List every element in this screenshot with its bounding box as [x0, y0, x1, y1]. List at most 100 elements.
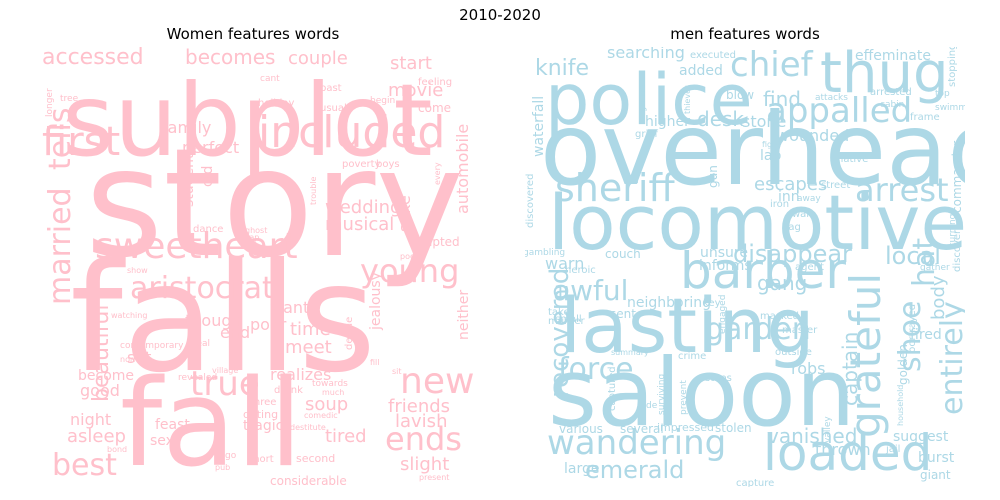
- men-word-cabin: cabin: [880, 100, 904, 110]
- women-word-friends: friends: [388, 396, 450, 417]
- women-word-night: night: [70, 410, 111, 429]
- women-word-normal: normal: [120, 355, 148, 364]
- women-word-become: become: [78, 368, 134, 384]
- men-word-appalled: appalled: [766, 91, 912, 131]
- men-word-masked: masked: [760, 311, 799, 322]
- men-word-small: small: [555, 314, 582, 325]
- men-word-chief: chief: [730, 47, 814, 85]
- men-word-large: large: [564, 461, 599, 477]
- women-word-real: real: [193, 339, 210, 349]
- men-word-turning: turning: [948, 214, 958, 246]
- women-word-first: first: [42, 119, 120, 165]
- women-word-family: family: [162, 118, 211, 137]
- men-word-executed: executed: [690, 50, 736, 61]
- women-word-holiday: holiday: [258, 98, 294, 109]
- women-word-trouble: trouble: [309, 176, 318, 205]
- men-cloud-title: men features words: [670, 25, 820, 43]
- women-word-asleep: asleep: [67, 426, 126, 447]
- women-word-every: every: [433, 162, 442, 185]
- men-word-couch: couch: [605, 247, 641, 261]
- men-word-thrown: thrown: [815, 440, 871, 459]
- men-word-added: added: [679, 63, 723, 79]
- women-word-second: second: [296, 452, 335, 465]
- women-word-begin: begin: [370, 96, 395, 106]
- women-word-sake: sake: [395, 195, 414, 232]
- women-word-poverty: poverty: [342, 159, 381, 170]
- men-word-garden: garden: [705, 312, 811, 347]
- men-word-street: street: [821, 180, 850, 191]
- women-word-much: much: [322, 388, 344, 397]
- women-word-decide: decide: [344, 317, 355, 350]
- women-word-young: young: [360, 252, 459, 290]
- women-word-fall: fall: [120, 355, 302, 487]
- men-word-attacks: attacks: [815, 93, 848, 103]
- women-word-bond: bond: [107, 445, 127, 454]
- men-word-key: key: [703, 298, 721, 309]
- women-word-couple: couple: [288, 48, 348, 69]
- women-word-story: story: [85, 117, 464, 291]
- men-word-effeminate: effeminate: [855, 48, 931, 64]
- men-word-fired: fired: [910, 327, 942, 343]
- men-word-gather: gather: [920, 263, 950, 273]
- men-word-unsure: unsure: [700, 245, 748, 261]
- women-word-show: show: [127, 266, 148, 275]
- women-word-student: student: [181, 153, 197, 207]
- women-word-sit: sit: [392, 367, 402, 376]
- men-word-iron: iron: [770, 199, 789, 210]
- women-word-meet: meet: [285, 337, 332, 358]
- men-word-hat: hat: [907, 238, 942, 287]
- men-word-arrested: arrested: [870, 87, 912, 98]
- men-word-outside: outside: [775, 347, 812, 358]
- women-word-drunk: drunk: [274, 385, 303, 396]
- women-word-boys: boys: [376, 159, 400, 170]
- figure-title: 2010-2020: [459, 6, 541, 24]
- women-word-jealousy: jealousy: [368, 272, 384, 331]
- men-word-captured: captured: [607, 366, 618, 411]
- women-word-best: best: [52, 448, 117, 483]
- women-word-short: short: [248, 454, 274, 465]
- men-word-vanished: vanished: [767, 424, 857, 448]
- women-word-automobile: automobile: [453, 124, 472, 214]
- women-word-dating: dating: [243, 408, 278, 421]
- women-word-movie: movie: [388, 80, 443, 101]
- women-word-adapted: adapted: [410, 235, 460, 249]
- men-word-away: away: [797, 194, 821, 204]
- women-word-usual: usual: [320, 103, 347, 114]
- men-word-lab: lab: [760, 148, 781, 164]
- women-word-perfect: perfect: [182, 138, 239, 157]
- women-word-revealed: revealed: [178, 373, 217, 383]
- women-word-good: good: [80, 381, 120, 400]
- men-word-grief: grief: [635, 129, 658, 140]
- women-word-set: set: [127, 348, 151, 367]
- men-word-gun: gun: [706, 165, 720, 188]
- women-word-becomes: becomes: [185, 47, 275, 69]
- women-word-contemporary: contemporary: [120, 341, 184, 351]
- men-word-gang: gang: [757, 271, 807, 295]
- men-word-de: de: [646, 401, 658, 411]
- men-word-lasting: lasting: [560, 281, 815, 370]
- men-word-jail: jail: [885, 444, 900, 455]
- women-word-start: start: [390, 53, 432, 74]
- women-word-though: though: [185, 311, 242, 330]
- men-word-awful: awful: [553, 274, 628, 307]
- men-word-body: body: [928, 275, 949, 320]
- women-word-feast: feast: [155, 417, 190, 433]
- men-word-burst: burst: [918, 450, 955, 466]
- men-word-household: household: [896, 385, 905, 426]
- men-word-grateful: grateful: [841, 273, 890, 438]
- men-word-escapes: escapes: [754, 174, 827, 195]
- men-word-suggest: suggest: [893, 429, 949, 445]
- men-word-native: native: [837, 154, 868, 165]
- women-word-tired: tired: [325, 426, 367, 447]
- men-word-sheriff: sheriff: [555, 166, 675, 210]
- men-word-valley: valley: [823, 416, 833, 443]
- women-word-fill: fill: [370, 358, 379, 367]
- women-word-destitute: destitute: [290, 423, 326, 432]
- men-word-blow: blow: [726, 88, 754, 102]
- men-word-robs: robs: [791, 359, 826, 378]
- women-word-cant: cant: [260, 74, 280, 84]
- men-word-disappear: disappear: [733, 240, 852, 268]
- men-word-overhead: overhead: [540, 91, 965, 208]
- women-word-past: past: [320, 83, 342, 94]
